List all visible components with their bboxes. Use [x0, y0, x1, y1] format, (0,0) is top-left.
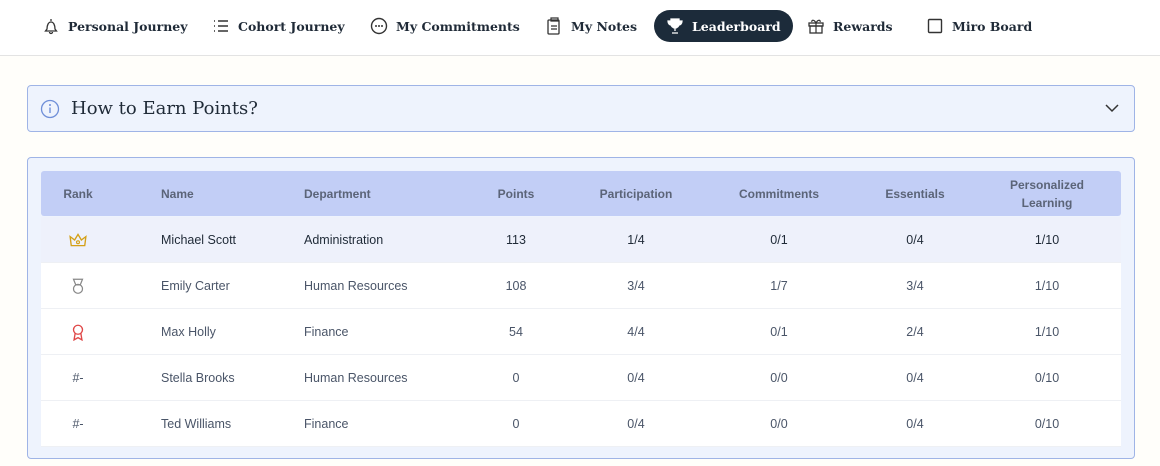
rank-icon — [72, 324, 84, 341]
header-cell: Department — [304, 186, 371, 201]
table-row: #- Stella Brooks Human Resources 0 0/4 0/0 0/4… — [41, 355, 1121, 401]
accordion[interactable]: How to Earn Points? — [27, 85, 1135, 132]
table-cell: 1/10 — [1034, 278, 1060, 293]
rank-icon — [72, 278, 84, 294]
header-cell: Commitments — [738, 186, 819, 201]
tab-label: My Commitments — [396, 18, 520, 34]
header-cell: Name — [161, 186, 194, 201]
nav-tab[interactable]: Cohort Journey — [200, 10, 357, 42]
rank-cell: #- — [72, 416, 84, 431]
table-cell: 1/7 — [770, 278, 788, 293]
table-cell: Finance — [304, 324, 349, 339]
table-cell: Human Resources — [304, 370, 408, 385]
table-cell: 3/4 — [627, 278, 645, 293]
table-cell: 0/1 — [770, 324, 788, 339]
table-cell: Emily Carter — [161, 278, 230, 293]
tab-icon — [927, 18, 943, 34]
nav-tab[interactable]: Rewards — [795, 10, 905, 42]
table-header: Rank Name Department Points Participation Com… — [41, 171, 1121, 216]
rank-cell — [41, 217, 115, 262]
header-cell: Essentials — [885, 186, 945, 201]
table-row: #- Ted Williams Finance 0 0/4 0/0 0/4 0/10 — [41, 401, 1121, 447]
nav-tab[interactable]: My Commitments — [358, 10, 532, 42]
leaderboard: Rank Name Department Points Participation Com… — [27, 157, 1135, 459]
table-cell: Administration — [304, 232, 384, 247]
table-cell: Human Resources — [304, 278, 408, 293]
tab-label: Personal Journey — [68, 18, 188, 34]
tab-icon — [808, 19, 824, 34]
table-row: Emily Carter Human Resources 108 3/4 1/7 3/4 1… — [41, 263, 1121, 309]
table-cell: 1/10 — [1034, 232, 1060, 247]
accordion-title: How to Earn Points? — [71, 98, 258, 119]
nav-tab[interactable]: My Notes — [533, 10, 649, 42]
table-cell: 0/4 — [627, 370, 645, 385]
table-cell: 0/0 — [770, 416, 788, 431]
nav-tab[interactable]: Personal Journey — [30, 10, 200, 42]
tab-label: Cohort Journey — [238, 18, 345, 34]
table-cell: 1/4 — [627, 232, 645, 247]
info-icon — [40, 99, 60, 119]
table-cell: 0 — [512, 416, 520, 431]
table-cell: 0/4 — [906, 370, 924, 385]
table-cell: 0/10 — [1034, 370, 1060, 385]
nav-bar: Personal Journey Cohort Journey My Commitm… — [0, 0, 1160, 56]
tab-label: My Notes — [571, 18, 637, 34]
table-cell: 0/4 — [906, 232, 924, 247]
table-cell: 0/10 — [1034, 416, 1060, 431]
table-cell: 0/4 — [906, 416, 924, 431]
tab-icon — [667, 18, 683, 34]
table-cell: 54 — [509, 324, 523, 339]
table-cell: 0/4 — [627, 416, 645, 431]
tab-icon — [370, 17, 388, 35]
table-cell: Stella Brooks — [161, 370, 235, 385]
table-cell: 0/1 — [770, 232, 788, 247]
table-cell: 0/0 — [770, 370, 788, 385]
tab-icon — [44, 19, 58, 35]
rank-cell — [41, 263, 115, 308]
header-cell: Participation — [599, 186, 673, 201]
table-cell: 113 — [506, 232, 526, 247]
table-cell: Michael Scott — [161, 232, 237, 247]
table-cell: Max Holly — [161, 324, 216, 339]
table-cell: Finance — [304, 416, 349, 431]
chevron — [1105, 104, 1119, 113]
tab-icon — [214, 20, 228, 32]
nav-tab[interactable]: Leaderboard — [654, 10, 793, 42]
table-cell: 2/4 — [906, 324, 924, 339]
tab-label: Rewards — [833, 18, 893, 34]
header-cell: Personalized Learning — [1009, 177, 1085, 210]
tab-icon — [547, 17, 560, 35]
header-cell: Rank — [63, 186, 93, 201]
table-cell: 3/4 — [906, 278, 924, 293]
tab-label: Miro Board — [952, 18, 1033, 34]
table-cell: 0 — [512, 370, 520, 385]
tab-label: Leaderboard — [692, 18, 781, 34]
table-cell: 1/10 — [1034, 324, 1060, 339]
rank-cell — [41, 309, 115, 354]
table-cell: 4/4 — [627, 324, 645, 339]
header-cell: Points — [497, 186, 535, 201]
table-row: Max Holly Finance 54 4/4 0/1 2/4 1/10 — [41, 309, 1121, 355]
nav-tab[interactable]: Miro Board — [914, 10, 1044, 42]
table-cell: Ted Williams — [161, 416, 232, 431]
rank-icon — [69, 232, 87, 246]
table-row: Michael Scott Administration 113 1/4 0/1 0/4 1… — [41, 217, 1121, 263]
table-cell: 108 — [505, 278, 527, 293]
rank-cell: #- — [72, 370, 84, 385]
